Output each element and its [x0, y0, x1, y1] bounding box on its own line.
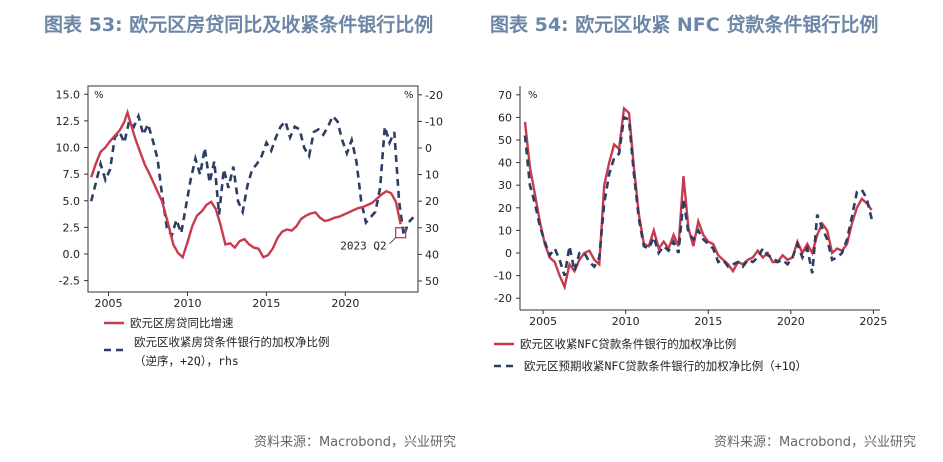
annotation-marker	[394, 227, 407, 239]
y-tick-label: 60	[498, 111, 512, 124]
y-tick-label: -10	[494, 270, 512, 283]
y-tick-label: 40	[498, 157, 512, 170]
legend-label: 欧元区收紧NFC贷款条件银行的加权净比例	[520, 337, 736, 351]
right-tick-label: 50	[425, 275, 439, 288]
left-tick-label: 10.0	[56, 142, 81, 155]
annotation-label: 2023 Q2	[340, 240, 386, 253]
x-tick-label: 2005	[529, 315, 557, 328]
series-line-tightening-mortgage	[89, 112, 415, 240]
right-tick-label: 10	[425, 169, 439, 182]
series-line-mortgage-growth	[90, 108, 402, 260]
chart-panel-right: 图表 54: 欧元区收紧 NFC 贷款条件银行比例 % 70 60 50 40 30 20 1…	[472, 0, 942, 462]
plot-frame	[87, 85, 419, 293]
y-tick-label: 10	[498, 224, 512, 237]
right-tick-label: -10	[425, 115, 443, 128]
legend-label: 欧元区预期收紧NFC贷款条件银行的加权净比例（+1Q）	[524, 359, 807, 373]
x-tick-label: 2015	[252, 297, 280, 310]
right-tick-label: -20	[425, 89, 443, 102]
source-note: 资料来源：Macrobond，兴业研究	[253, 435, 456, 450]
chart-title: 图表 53: 欧元区房贷同比及收紧条件银行比例	[44, 14, 434, 36]
left-axis-unit: %	[94, 90, 104, 101]
left-tick-label: 0.0	[63, 248, 81, 261]
right-tick-label: 40	[425, 248, 439, 261]
left-tick-label: 15.0	[56, 88, 81, 101]
chart-panel-left: 图表 53: 欧元区房贷同比及收紧条件银行比例 %% 15.0 12.5 10.0 7.…	[0, 0, 470, 462]
left-tick-label: 2.5	[63, 221, 81, 234]
annotation-leader	[389, 237, 396, 244]
x-tick-label: 2010	[173, 297, 201, 310]
series-line-nfc-tightening	[523, 105, 873, 291]
chart-left-svg: % % 15.0 12.5 10.0 7.5 5.0 2.5 0.0 -2.5 -20 -10 0 10 2…	[56, 85, 443, 368]
right-tick-label: 20	[425, 195, 439, 208]
left-tick-label: 5.0	[63, 195, 81, 208]
right-tick-label: 0	[425, 142, 432, 155]
right-tick-label: 30	[425, 222, 439, 235]
source-note: 资料来源：Macrobond，兴业研究	[713, 435, 916, 450]
left-tick-label: 7.5	[63, 168, 81, 181]
x-tick-label: 2020	[777, 315, 805, 328]
legend-label: 欧元区房贷同比增速	[130, 316, 234, 330]
y-tick-label: 50	[498, 134, 512, 147]
y-tick-label: 0	[505, 247, 512, 260]
legend-label: 欧元区收紧房贷条件银行的加权净比例	[134, 335, 330, 349]
x-tick-label: 2025	[859, 315, 887, 328]
x-tick-label: 2020	[331, 297, 359, 310]
left-tick-label: 12.5	[56, 115, 81, 128]
chart-title: 图表 54: 欧元区收紧 NFC 贷款条件银行比例	[490, 14, 879, 36]
legend-label: （逆序，+2Q），rhs	[134, 354, 239, 368]
y-tick-label: 30	[498, 179, 512, 192]
y-tick-label: 70	[498, 89, 512, 102]
y-tick-label: 20	[498, 202, 512, 215]
right-axis-unit: %	[404, 90, 414, 101]
x-tick-label: 2010	[612, 315, 640, 328]
x-tick-label: 2015	[694, 315, 722, 328]
left-tick-label: -2.5	[59, 275, 80, 288]
series-line-nfc-expected	[523, 115, 873, 276]
x-tick-label: 2005	[95, 297, 123, 310]
y-tick-label: -20	[494, 292, 512, 305]
y-axis-unit: %	[528, 90, 538, 101]
